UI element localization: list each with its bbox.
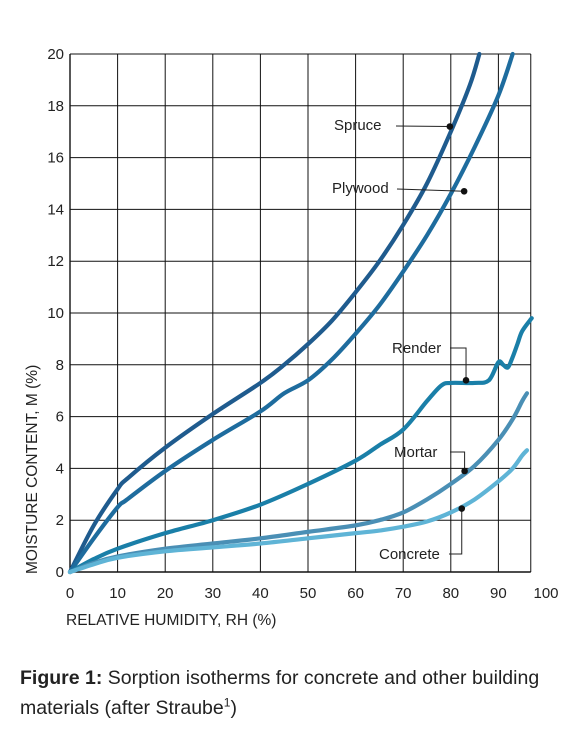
leader-line-spruce	[395, 125, 450, 128]
leader-line-mortar	[450, 451, 466, 471]
x-tick-label: 70	[395, 585, 412, 602]
axes	[69, 54, 532, 573]
x-tick-label: 50	[300, 585, 317, 602]
x-tick-label: 60	[347, 585, 364, 602]
label-plywood: Plywood	[332, 180, 389, 197]
y-tick-label: 14	[47, 201, 64, 218]
label-render: Render	[392, 340, 441, 357]
y-tick-label: 12	[47, 253, 64, 270]
series-annotations: Spruce Plywood Render Mortar Concrete	[332, 117, 470, 563]
caption-prefix: Figure 1:	[20, 667, 103, 689]
x-tick-label: 10	[109, 585, 126, 602]
series-line-concrete	[67, 448, 530, 575]
caption-superscript: 1	[223, 695, 231, 710]
marker-dot-mortar	[461, 467, 468, 475]
leader-line-concrete	[449, 508, 463, 555]
marker-dot-render	[462, 377, 470, 384]
grid	[70, 53, 531, 572]
y-tick-label: 4	[56, 460, 64, 477]
series-line-mortar	[67, 391, 530, 575]
marker-dot-plywood	[460, 187, 468, 195]
x-tick-label: 100	[533, 585, 558, 602]
figure-caption: Figure 1: Sorption isotherms for concret…	[20, 663, 575, 723]
y-tick-label: 18	[47, 98, 64, 115]
leader-line-render	[450, 347, 467, 381]
x-tick-label: 0	[66, 585, 74, 602]
series-line-plywood	[67, 51, 515, 575]
series-line-render	[67, 316, 534, 575]
y-tick-label: 8	[56, 357, 64, 374]
sorption-isotherm-chart: 0 10 20 30 40 50 60 70 80 90 10002468101214161820 …	[24, 46, 559, 629]
x-tick-label: 40	[252, 585, 269, 602]
y-tick-label: 16	[47, 150, 64, 167]
x-tick-label: 20	[157, 585, 174, 602]
y-axis-title: MOISTURE CONTENT, M (%)	[24, 365, 41, 574]
label-mortar: Mortar	[394, 444, 437, 461]
caption-text-end: )	[230, 697, 237, 719]
y-tick-label: 20	[47, 46, 64, 63]
caption-text: Sorption isotherms for concrete and othe…	[20, 667, 540, 719]
x-tick-label: 30	[204, 585, 221, 602]
leader-line-plywood	[396, 188, 465, 192]
series-line-spruce	[67, 51, 482, 575]
x-tick-label: 90	[490, 585, 507, 602]
label-concrete: Concrete	[379, 546, 440, 563]
marker-dot-concrete	[458, 505, 466, 512]
tick-labels: 0 10 20 30 40 50 60 70 80 90 100 0 2 4 6 8 10 12 14 16 18 20	[47, 46, 558, 602]
series-lines	[67, 51, 534, 575]
y-tick-label: 0	[56, 564, 64, 581]
label-spruce: Spruce	[334, 117, 382, 134]
x-tick-label: 80	[442, 585, 459, 602]
y-tick-label: 10	[47, 305, 64, 322]
marker-dot-spruce	[446, 123, 454, 130]
x-axis-title: RELATIVE HUMIDITY, RH (%)	[66, 612, 276, 629]
y-tick-label: 2	[56, 512, 64, 529]
y-tick-label: 6	[56, 409, 64, 426]
